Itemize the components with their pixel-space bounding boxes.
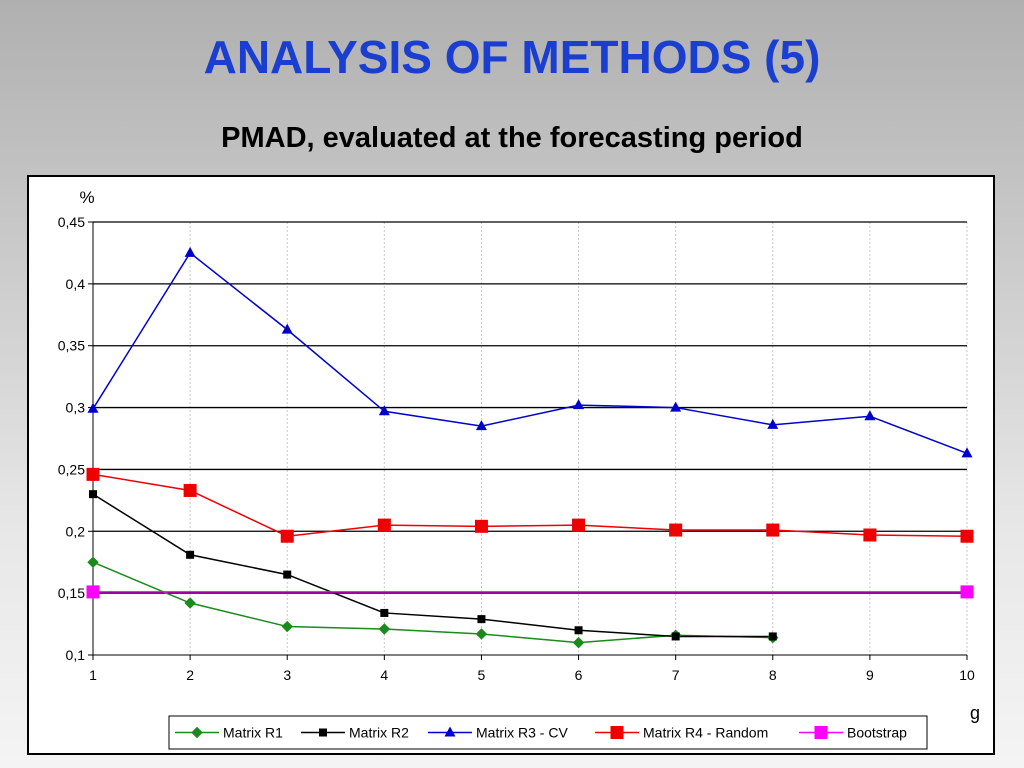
x-tick-label: 6: [575, 667, 583, 683]
data-point-matrix-r2: [574, 626, 583, 635]
data-point-matrix-r1: [281, 620, 293, 633]
legend-label-matrix-r1: Matrix R1: [223, 725, 283, 741]
legend-marker-bootstrap: [814, 726, 828, 739]
data-point-matrix-r2: [186, 550, 195, 559]
data-point-matrix-r3-cv: [573, 399, 585, 410]
y-tick-label: 0,35: [58, 338, 85, 354]
grid-lines: [93, 221, 968, 655]
data-point-matrix-r3-cv: [378, 405, 390, 416]
data-point-matrix-r3-cv: [767, 418, 779, 429]
legend-marker-matrix-r4-random: [610, 726, 624, 739]
series-line-matrix-r2: [92, 493, 773, 638]
data-point-matrix-r1: [572, 636, 585, 649]
legend: Matrix R1 Matrix R2 Matrix R3 - CV Matrix R…: [168, 715, 928, 750]
y-tick-label: 0,45: [58, 214, 85, 230]
x-tick-label: 2: [186, 667, 194, 683]
y-tick-label: 0,25: [58, 461, 85, 477]
data-point-matrix-r3-cv: [961, 447, 973, 458]
chart-panel: 0,1 0,15 0,2 0,25 0,3 0,35 0,4 0,45 1 2 3 4 5 6 7 8 9 10 …: [27, 175, 995, 755]
data-point-matrix-r3-cv: [864, 410, 876, 421]
data-point-matrix-r2: [768, 632, 777, 641]
data-point-matrix-r4-random: [377, 518, 391, 532]
series-layer: [92, 251, 968, 644]
series-line-matrix-r4-random: [92, 473, 968, 538]
legend-label-matrix-r4-random: Matrix R4 - Random: [643, 725, 768, 741]
series-line-matrix-r1: [92, 561, 773, 644]
data-point-matrix-r4-random: [863, 528, 877, 542]
data-point-matrix-r3-cv: [670, 401, 682, 412]
legend-label-matrix-r2: Matrix R2: [349, 725, 409, 741]
x-tick-label: 8: [769, 667, 777, 683]
legend-marker-matrix-r1: [191, 726, 203, 739]
data-point-matrix-r4-random: [572, 518, 586, 532]
data-point-matrix-r4-random: [86, 467, 100, 481]
x-tick-label: 7: [672, 667, 680, 683]
marker-layer: [86, 246, 974, 649]
y-tick-label: 0,15: [58, 585, 85, 601]
x-tick-label: 1: [89, 667, 97, 683]
x-tick-label: 3: [283, 667, 291, 683]
data-point-matrix-r1: [184, 597, 196, 609]
y-axis-label: %: [79, 188, 94, 207]
data-point-matrix-r2: [380, 608, 389, 617]
data-point-matrix-r3-cv: [281, 323, 293, 334]
data-point-matrix-r2: [477, 615, 486, 624]
chart-subtitle: PMAD, evaluated at the forecasting perio…: [221, 122, 803, 154]
data-point-matrix-r4-random: [474, 519, 488, 533]
data-point-matrix-r4-random: [280, 529, 294, 543]
data-point-matrix-r2: [671, 632, 680, 641]
data-point-matrix-r1: [475, 628, 488, 640]
slide-title: ANALYSIS OF METHODS (5): [203, 31, 821, 83]
data-point-matrix-r2: [283, 570, 292, 579]
data-point-matrix-r3-cv: [184, 246, 196, 257]
axes: 0,1 0,15 0,2 0,25 0,3 0,35 0,4 0,45 1 2 3 4 5 6 7 8 9 10: [58, 214, 975, 683]
data-point-matrix-r1: [87, 556, 99, 568]
data-point-matrix-r4-random: [183, 483, 197, 497]
x-axis-label: g: [970, 703, 980, 723]
x-tick-label: 9: [866, 667, 874, 683]
legend-label-matrix-r3-cv: Matrix R3 - CV: [476, 725, 568, 741]
x-tick-label: 10: [959, 667, 975, 683]
y-tick-label: 0,3: [66, 400, 86, 416]
data-point-matrix-r1: [378, 623, 391, 635]
legend-label-bootstrap: Bootstrap: [847, 725, 907, 741]
legend-marker-matrix-r2: [319, 728, 327, 737]
data-point-matrix-r3-cv: [475, 420, 487, 431]
data-point-matrix-r4-random: [669, 523, 683, 537]
data-point-matrix-r4-random: [960, 529, 974, 543]
data-point-matrix-r3-cv: [87, 402, 99, 413]
legend-marker-matrix-r3-cv: [444, 726, 456, 737]
data-point-bootstrap: [960, 585, 974, 599]
data-point-matrix-r2: [89, 490, 97, 499]
x-tick-label: 5: [478, 667, 486, 683]
data-point-matrix-r4-random: [766, 523, 780, 537]
y-tick-label: 0,4: [66, 276, 86, 292]
line-chart: 0,10,150,20,250,30,350,40,451 2 3 4 5 6 7 8 9 10 …: [58, 188, 980, 750]
series-line-matrix-r3-cv: [92, 251, 968, 455]
y-tick-label: 0,2: [66, 523, 86, 539]
data-point-bootstrap: [86, 585, 100, 599]
y-tick-label: 0,1: [66, 647, 86, 663]
x-tick-label: 4: [380, 667, 388, 683]
